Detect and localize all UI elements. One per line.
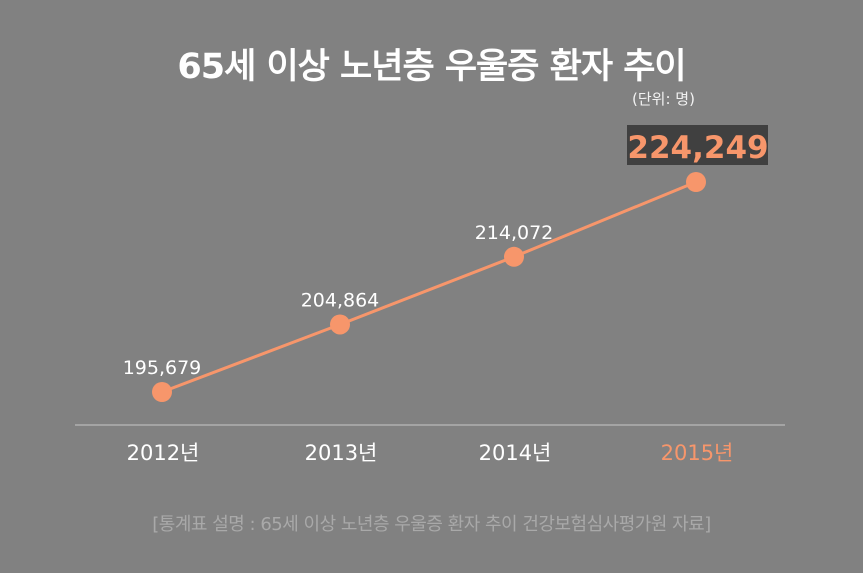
unit-label: (단위: 명) <box>632 90 695 108</box>
chart-title: 65세 이상 노년층 우울증 환자 추이 <box>177 47 686 87</box>
highlight-box <box>627 125 768 165</box>
data-label: 214,072 <box>475 222 554 244</box>
data-point <box>152 382 172 402</box>
data-point <box>686 172 706 192</box>
data-point <box>504 246 524 267</box>
x-tick-label: 2012년 <box>127 441 200 465</box>
data-point <box>330 314 350 335</box>
x-tick-label: 2015년 <box>661 441 734 465</box>
x-tick-label: 2013년 <box>305 441 378 465</box>
data-label: 224,249 <box>627 130 768 166</box>
series-line <box>161 180 697 394</box>
data-label: 204,864 <box>301 289 380 311</box>
x-tick-label: 2014년 <box>479 441 552 465</box>
footnote: [통계표 설명 : 65세 이상 노년층 우울증 환자 추이 건강보험심사평가원… <box>152 514 711 535</box>
data-label: 195,679 <box>123 357 202 379</box>
